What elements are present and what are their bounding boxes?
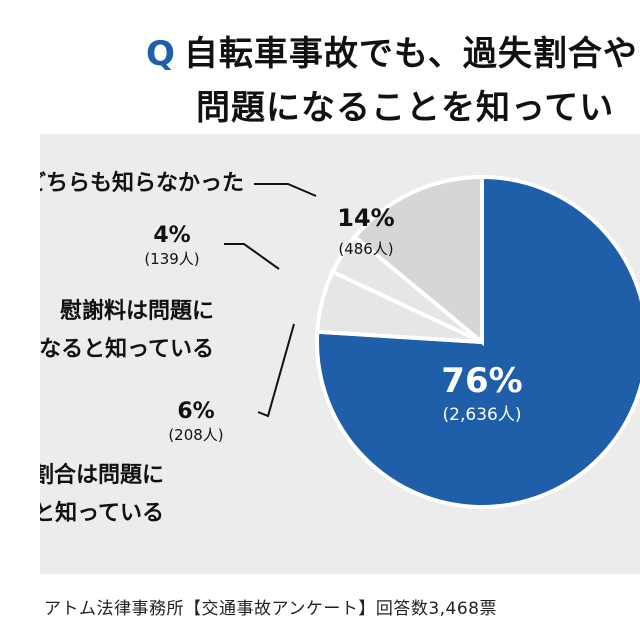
count-label-fault: (208人) [168, 426, 223, 444]
category-label-neither-1: どちらも知らなかった [40, 170, 244, 196]
pie-slice-neither [351, 174, 484, 347]
percent-label-consolation: 4% [153, 223, 190, 248]
chart-panel: 76%(2,636人)6%(208人)過失割合は問題になると知っている4%(13… [40, 134, 640, 574]
percent-label-fault: 6% [177, 399, 214, 424]
percent-label-both: 76% [441, 361, 522, 401]
pie-chart: 76%(2,636人)6%(208人)過失割合は問題になると知っている4%(13… [40, 170, 640, 526]
chart-title-line-2: 問題になることを知ってい [196, 88, 615, 128]
count-label-consolation: (139人) [144, 250, 199, 268]
count-label-neither: (486人) [338, 240, 393, 258]
percent-label-neither: 14% [337, 204, 394, 232]
category-label-consolation-2: なると知っている [40, 336, 214, 362]
leader-line-consolation [224, 243, 280, 270]
leader-line-fault [257, 323, 295, 418]
count-label-both: (2,636人) [443, 405, 522, 425]
question-mark-icon: Q [146, 34, 176, 74]
category-label-consolation-1: 慰謝料は問題に [60, 298, 214, 324]
chart-title-line-1: Q 自転車事故でも、過失割合や [146, 26, 638, 75]
source-footer: アトム法律事務所【交通事故アンケート】回答数3,468票 [44, 599, 497, 619]
leader-line-neither [254, 183, 317, 197]
chart-title-text-1: 自転車事故でも、過失割合や [183, 34, 638, 74]
category-label-fault-2: なると知っている [40, 500, 164, 526]
category-label-fault-1: 過失割合は問題に [40, 462, 164, 488]
